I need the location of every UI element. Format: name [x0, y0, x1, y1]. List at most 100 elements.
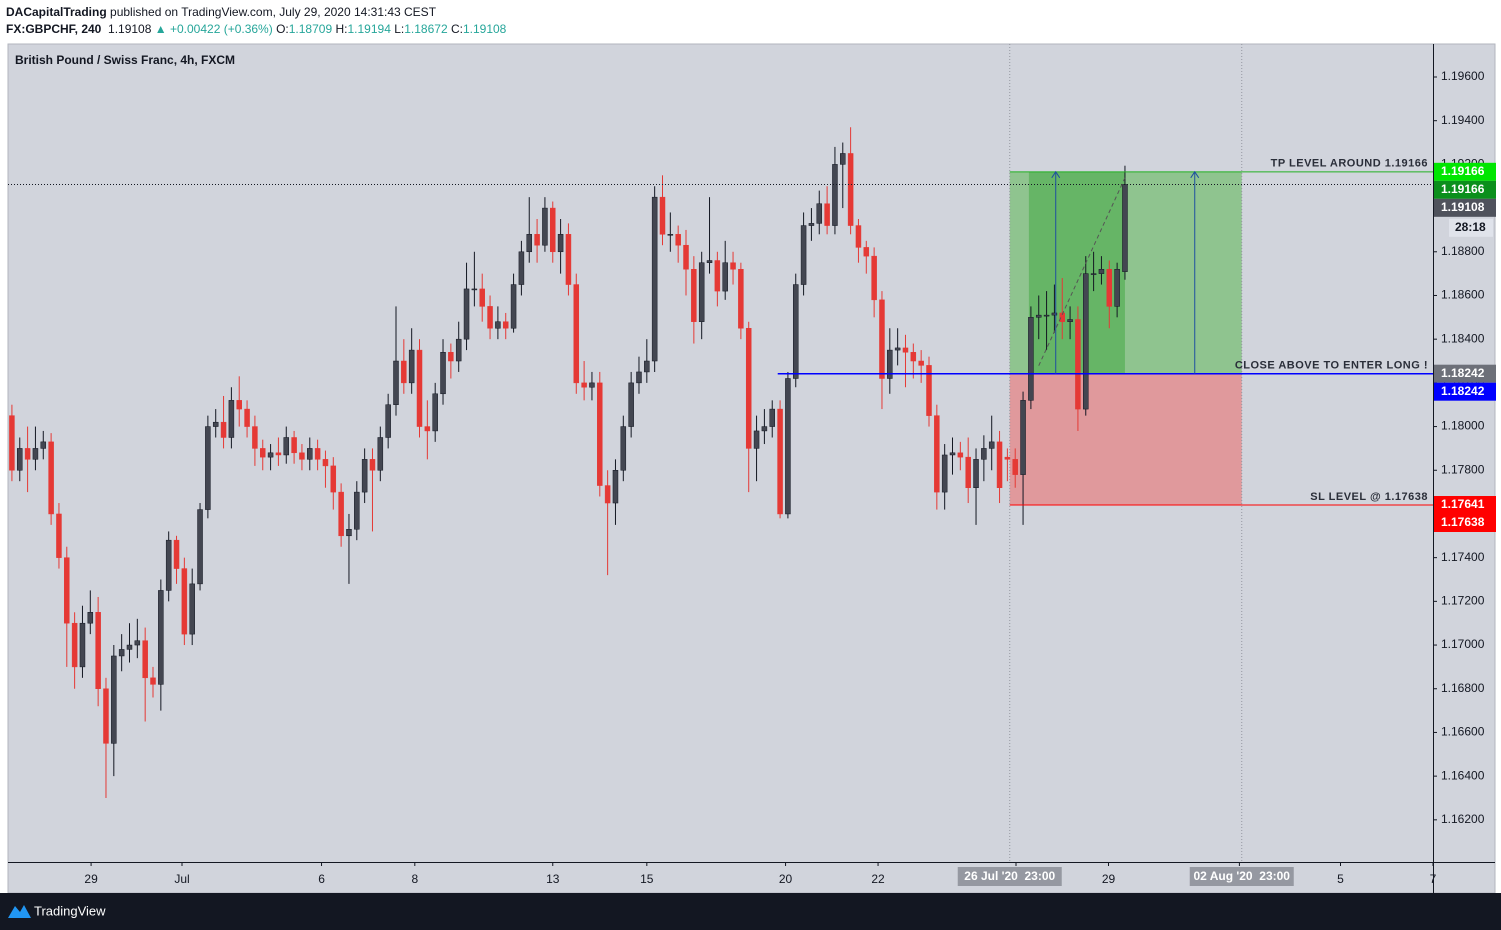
x-tick-label: 15 [640, 872, 654, 886]
candle-body [620, 426, 627, 471]
candle-body [1083, 273, 1089, 410]
candle-body [158, 590, 164, 685]
y-tick-label: 1.19600 [1441, 69, 1485, 83]
candle-body [354, 491, 360, 530]
candle-body [212, 421, 219, 427]
candle-body [487, 306, 493, 329]
candle-body [299, 452, 305, 460]
candle-body [189, 583, 195, 635]
candle-body [957, 452, 964, 458]
arrow-head [1051, 170, 1061, 179]
ohlc-value: 1.18672 [404, 22, 448, 36]
candle-body [267, 452, 274, 458]
y-tick-label: 1.18800 [1441, 244, 1485, 258]
position-layer [1009, 44, 1243, 862]
candle-body [604, 485, 611, 504]
candle-body [824, 203, 830, 226]
candle-body [252, 426, 258, 449]
y-tick-label: 1.18000 [1441, 419, 1485, 433]
candle-body [644, 360, 650, 373]
candle-body [808, 223, 815, 226]
candle-body [17, 448, 23, 471]
candle-body [338, 491, 344, 537]
candle-body [71, 622, 78, 668]
countdown-bg [1449, 218, 1493, 237]
candle-body [401, 360, 407, 384]
x-tick-label: 20 [779, 872, 793, 886]
candle-body [534, 234, 540, 246]
candle-body [9, 415, 15, 471]
candle-body [56, 513, 62, 558]
price-label: 1.19166 [1441, 164, 1485, 178]
symbol-line: FX:GBPCHF, 240 1.19108 ▲ +0.00422 (+0.36… [6, 22, 506, 36]
candle-body [777, 408, 783, 515]
x-tick-label: 29 [84, 872, 98, 886]
candle-body [165, 539, 172, 591]
price-label-bg [1434, 513, 1496, 532]
candle-body [816, 203, 823, 224]
candle-body [1028, 317, 1034, 401]
candle-body [973, 459, 979, 488]
candle-body [1020, 400, 1026, 475]
candle-body [753, 430, 760, 449]
price-label: 1.17641 [1441, 497, 1485, 511]
candle-body [941, 454, 948, 493]
change: ▲ +0.00422 (+0.36%) [154, 22, 273, 36]
time-highlight: 26 Jul '20 23:00 [964, 869, 1055, 883]
countdown: 28:18 [1455, 220, 1486, 234]
price-label-bg [1434, 162, 1496, 181]
x-tick-label: 8 [411, 872, 418, 886]
candle-body [275, 452, 282, 456]
candle-body [1098, 269, 1105, 274]
candle-body [832, 164, 838, 226]
candle-body [369, 459, 376, 471]
candle-body [612, 470, 619, 504]
candle-body [557, 234, 564, 253]
time-highlight-bg [957, 867, 1062, 886]
candle-body [377, 437, 384, 471]
candle-body [471, 288, 478, 291]
x-tick-label: 22 [871, 872, 885, 886]
y-tick-label: 1.19400 [1441, 113, 1485, 127]
candle-body [197, 509, 203, 585]
annotation: TP LEVEL AROUND 1.19166 [1271, 158, 1428, 170]
candle-body [691, 269, 697, 322]
candle-body [432, 393, 438, 432]
ohlc-value: 1.19194 [347, 22, 391, 36]
candle-body [855, 225, 862, 248]
candle-body [745, 327, 752, 449]
candle-body [1012, 459, 1018, 475]
candle-body [996, 441, 1003, 488]
candle-body [1051, 312, 1058, 316]
candle-body [48, 441, 54, 515]
candle-body [150, 677, 156, 685]
ohlc-key: C: [450, 22, 463, 36]
y-tick-label: 1.16200 [1441, 812, 1485, 826]
y-tick-label: 1.16600 [1441, 725, 1485, 739]
candle-body [675, 234, 681, 246]
candle-body [322, 459, 329, 467]
candle-body [314, 448, 321, 460]
candle-body [565, 234, 572, 285]
candle-body [840, 153, 846, 165]
candle-body [738, 269, 744, 329]
candle-body [550, 207, 556, 253]
candles [9, 127, 1128, 798]
candle-body [792, 284, 799, 379]
candle-body [448, 352, 454, 362]
candle-body [134, 640, 141, 646]
candle-body [416, 349, 423, 427]
candle-body [651, 196, 658, 362]
candle-body [847, 153, 854, 226]
candle-body [95, 612, 101, 689]
ohlc-key: H: [335, 22, 348, 36]
candle-body [502, 321, 509, 329]
stop-zone [1009, 373, 1242, 505]
y-tick-label: 1.16800 [1441, 681, 1485, 695]
candle-body [1090, 273, 1097, 275]
candle-body [103, 688, 109, 744]
candle-body [181, 568, 188, 635]
y-tick-label: 1.18400 [1441, 331, 1485, 345]
candle-body [1114, 269, 1120, 307]
